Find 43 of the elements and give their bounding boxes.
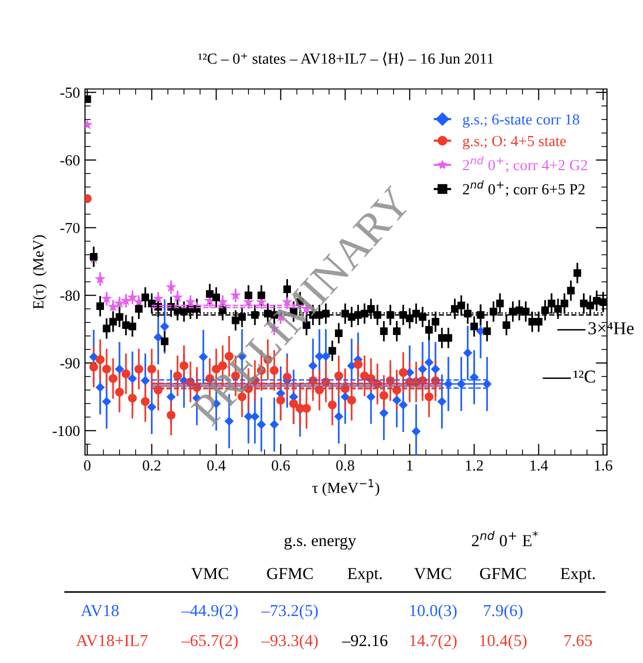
text: VMC [191,568,228,580]
legend-label: g.s.; O: 4+5 state [462,136,566,150]
text: 2$^{nd}$ 0$^{+}$ E$^{*}$ [472,530,538,546]
y-tick-label: -70 [60,222,80,234]
text: GFMC [267,568,313,580]
text: –44.9(2) [181,604,238,620]
text: –93.3(4) [261,634,318,650]
text: 10.0(3) [410,604,457,620]
text: AV18 [80,604,119,616]
text: Expt. [560,568,595,583]
legend-label: 2$^{nd}$ 0$^{+}$; corr 4+2 G2 [462,156,588,173]
y-tick-label: -90 [60,358,80,368]
text: –65.7(2) [181,634,238,650]
y-tick-label: -60 [60,155,80,166]
legend-label: 2$^{nd}$ 0$^{+}$; corr 6+5 P2 [462,180,585,197]
text: GFMC [480,568,526,580]
annotation: ¹²C [574,370,595,383]
text: AV18+IL7 [76,634,148,646]
x-tick-label: 1.6 [594,460,612,471]
y-tick-label: -50 [60,88,80,98]
x-tick-label: 1.4 [530,460,548,471]
text: g.s. energy [284,537,356,550]
x-tick-label: 0.6 [272,460,290,471]
y-tick-label: -80 [60,290,80,301]
x-tick-label: 0.2 [142,460,160,471]
chart-title: ¹²C – 0⁺ states – AV18+IL7 – ⟨H⟩ – 16 Jun 2011 [198,52,494,66]
text: 10.4(5) [480,634,527,650]
y-axis-title: E(τ) (MeV) [32,235,47,309]
x-tick-label: 0.8 [336,460,354,471]
x-tick-label: 0 [84,460,90,471]
x-tick-label: 0.4 [207,460,226,471]
text: 7.9(6) [484,604,522,620]
text: Expt. [348,568,382,583]
x-axis-title: τ (MeV$^{−1}$) [312,479,380,496]
x-tick-label: 1.2 [466,460,483,471]
text: –92.16 [342,634,388,646]
legend-label: g.s.; 6-state corr 18 [462,114,580,128]
text: 14.7(2) [410,634,457,650]
text: VMC [414,568,452,580]
text: 7.65 [564,634,592,646]
x-tick-label: 1 [407,460,413,470]
y-tick-label: -100 [52,426,80,436]
text: –73.2(5) [261,604,318,620]
